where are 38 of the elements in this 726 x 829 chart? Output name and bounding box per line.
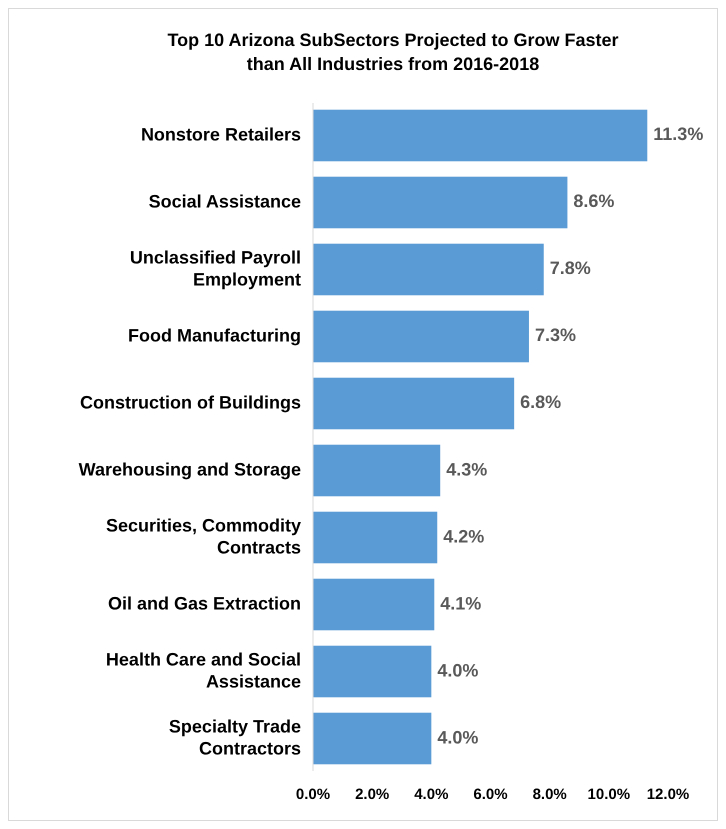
bar [313, 244, 544, 296]
x-tick-label: 0.0% [296, 786, 330, 803]
y-tick-label: Oil and Gas Extraction [108, 593, 301, 614]
y-tick-label: Nonstore Retailers [140, 124, 301, 144]
bar [313, 578, 434, 630]
bar [313, 512, 438, 564]
y-tick-label: Social Assistance [148, 191, 301, 212]
y-tick-label: Construction of Buildings [80, 392, 301, 412]
y-tick-label: Food Manufacturing [128, 325, 301, 346]
data-label: 4.1% [440, 593, 482, 614]
x-tick-label: 4.0% [414, 786, 448, 803]
y-tick-label: Warehousing and Storage [78, 459, 301, 480]
bar [313, 110, 648, 162]
y-tick-label: Securities, Commodity Contracts [106, 515, 301, 558]
bar [313, 176, 568, 228]
y-tick-label: Specialty Trade Contractors [168, 716, 301, 758]
x-tick-label: 6.0% [473, 786, 508, 803]
bar [313, 712, 432, 764]
x-tick-label: 10.0% [588, 786, 630, 803]
data-label: 4.0% [437, 660, 478, 680]
bar [313, 444, 440, 496]
x-tick-label: 8.0% [532, 786, 567, 803]
x-tick-label: 2.0% [355, 786, 390, 803]
y-tick-label: Unclassified Payroll Employment [130, 247, 301, 290]
x-tick-label: 12.0% [646, 786, 690, 803]
bar [313, 378, 514, 430]
data-label: 11.3% [653, 124, 704, 144]
data-label: 4.2% [443, 526, 484, 546]
bar [313, 646, 432, 698]
data-label: 8.6% [573, 191, 614, 212]
data-label: 6.8% [520, 392, 562, 412]
data-label: 7.8% [550, 258, 591, 278]
data-label: 4.0% [437, 727, 478, 748]
data-label: 4.3% [446, 459, 488, 480]
chart-title: Top 10 Arizona SubSectors Projected to Grow Faster than All Industries from 2016-2018 [167, 30, 619, 74]
bar [313, 310, 529, 362]
y-tick-label: Health Care and Social Assistance [106, 649, 301, 692]
data-label: 7.3% [534, 325, 576, 346]
